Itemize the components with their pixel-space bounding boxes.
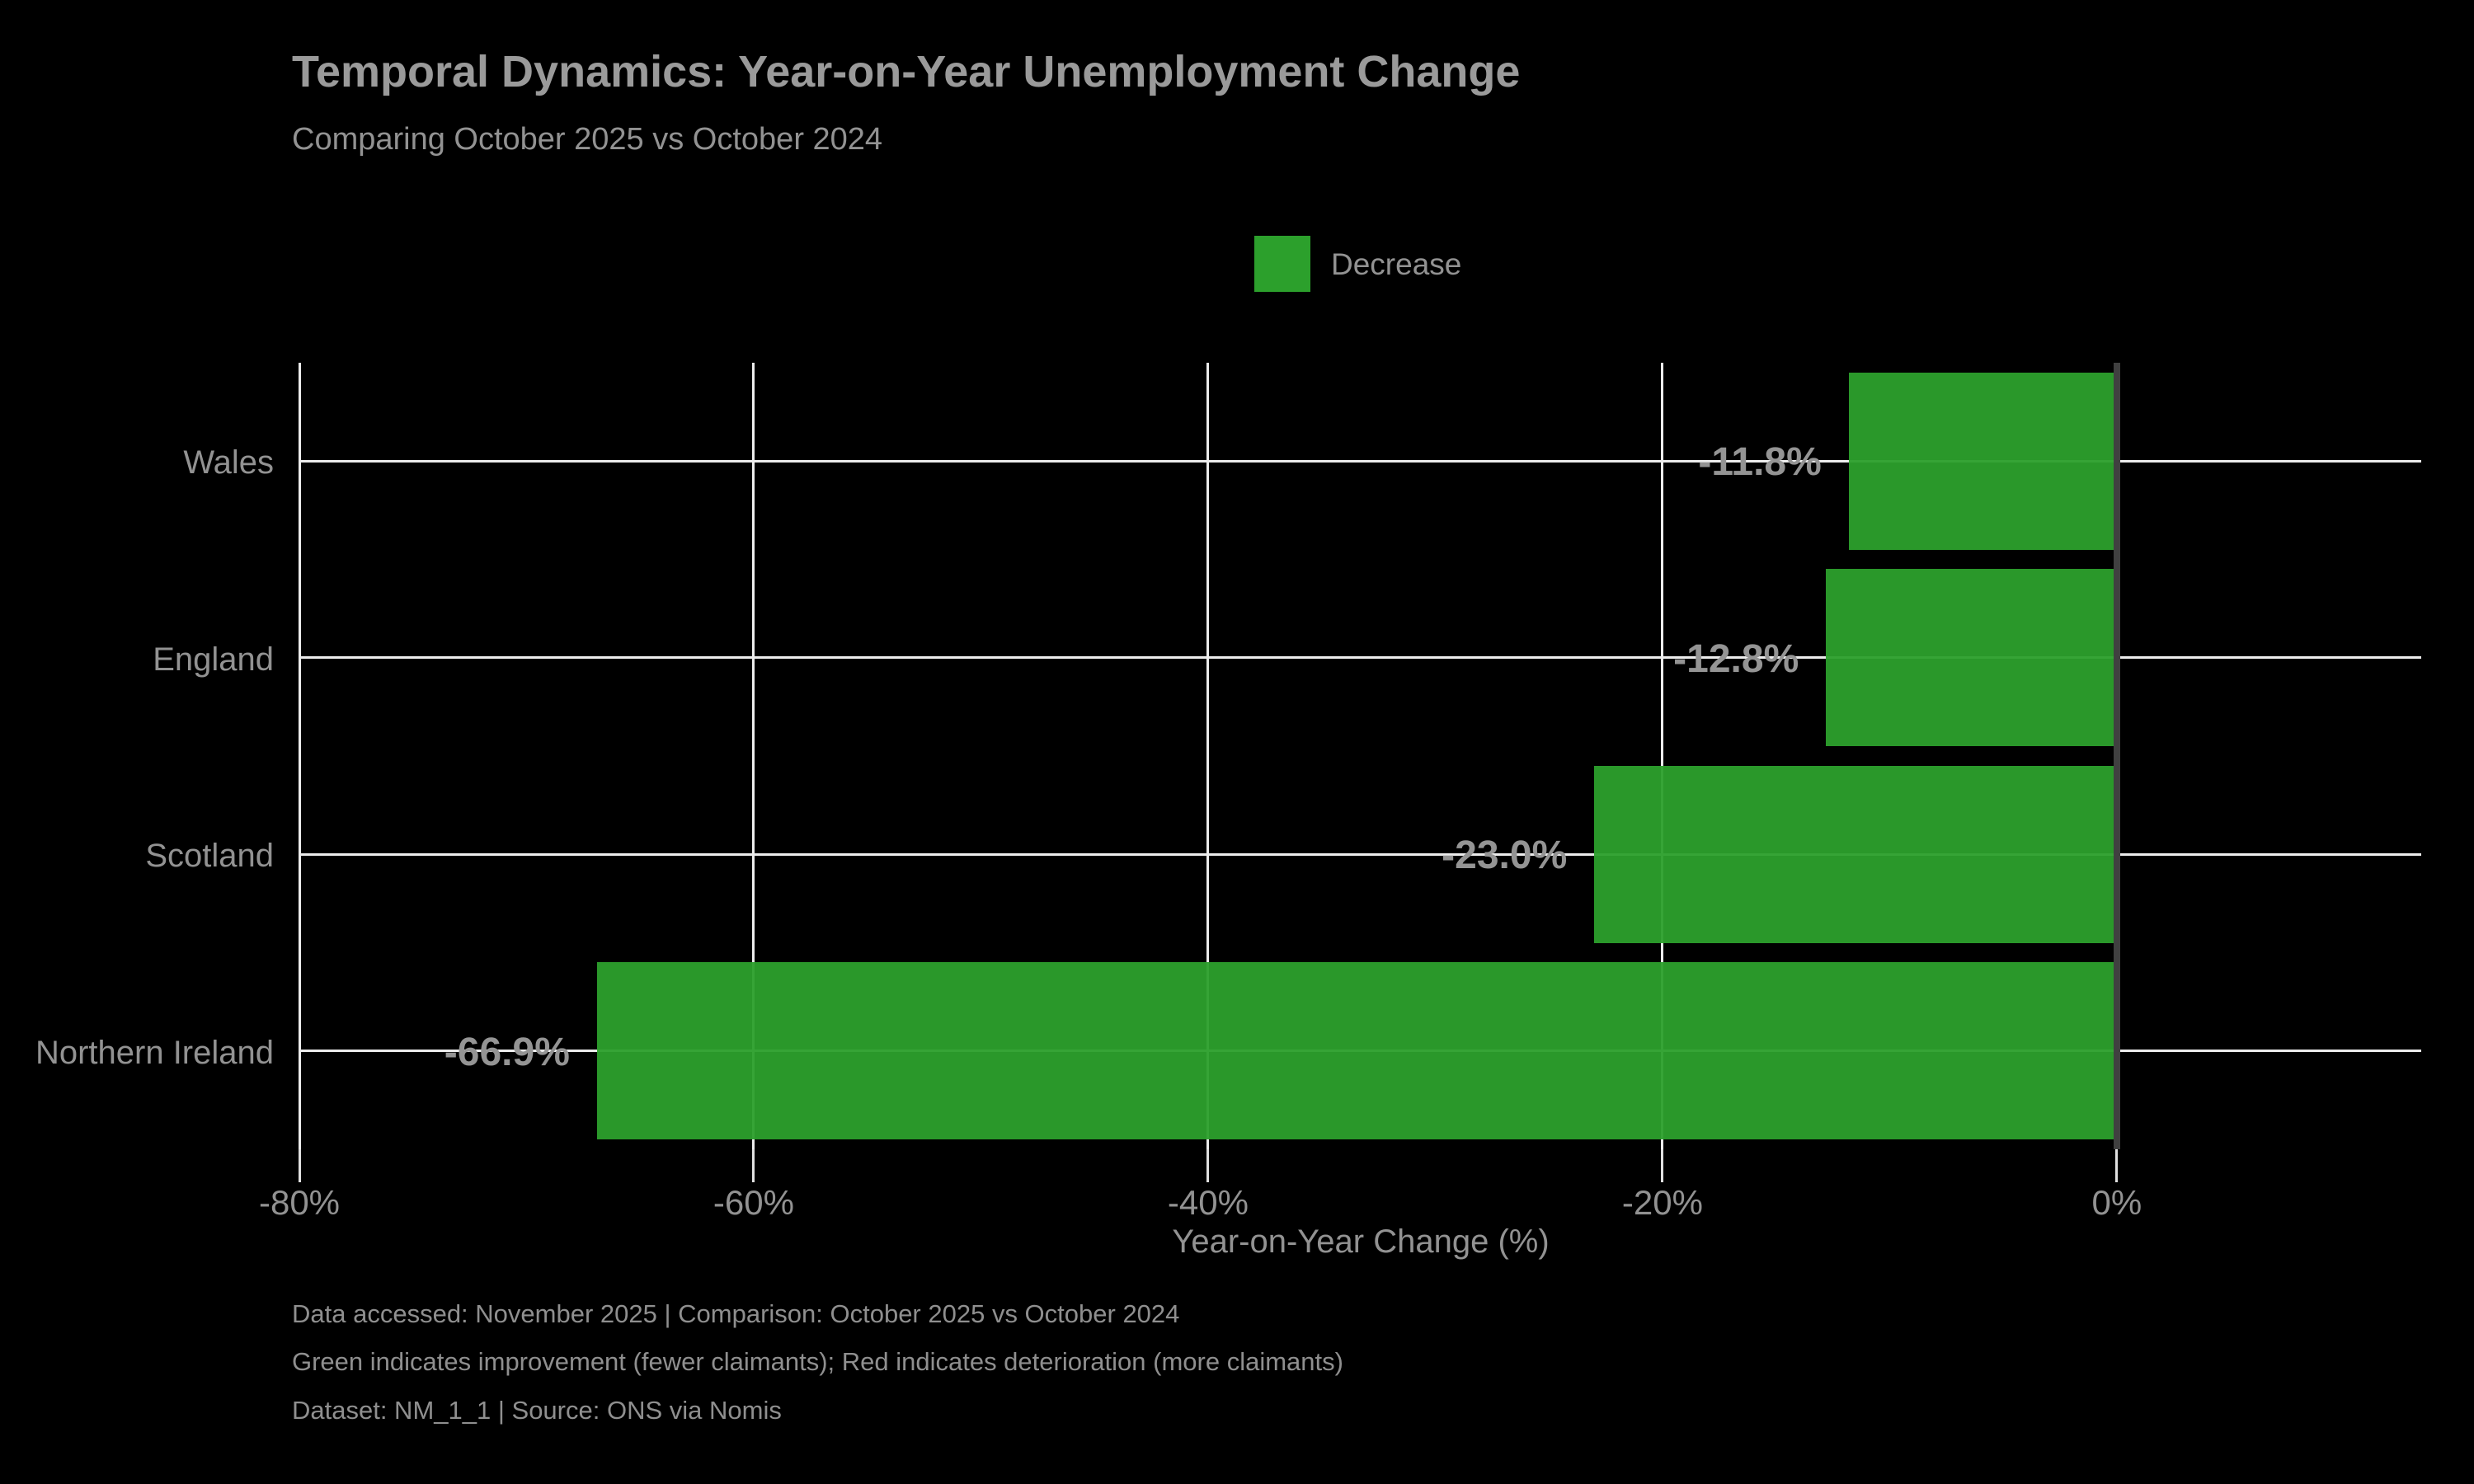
v-gridline bbox=[1661, 363, 1664, 1149]
v-gridline bbox=[298, 363, 301, 1149]
category-label: England bbox=[153, 641, 274, 678]
x-tick-mark bbox=[752, 1149, 755, 1182]
x-tick-mark bbox=[1661, 1149, 1664, 1182]
bar bbox=[596, 962, 2114, 1140]
h-gridline bbox=[299, 852, 2421, 856]
category-label: Scotland bbox=[145, 838, 274, 875]
category-label: Wales bbox=[183, 444, 274, 481]
bar bbox=[1594, 765, 2114, 943]
chart-subtitle: Comparing October 2025 vs October 2024 bbox=[292, 122, 883, 157]
x-tick-mark bbox=[1206, 1149, 1210, 1182]
h-gridline bbox=[299, 459, 2421, 463]
x-tick-label: -20% bbox=[1621, 1183, 1703, 1222]
x-axis-label: Year-on-Year Change (%) bbox=[1172, 1223, 1550, 1260]
x-tick-mark bbox=[298, 1149, 301, 1182]
x-tick-label: 0% bbox=[2091, 1183, 2142, 1222]
bar-value-label: -66.9% bbox=[444, 1030, 570, 1074]
x-tick-mark bbox=[2115, 1149, 2119, 1182]
bar-value-label: -23.0% bbox=[1442, 834, 1568, 878]
footer-line-1: Data accessed: November 2025 | Compariso… bbox=[292, 1299, 1180, 1328]
bar-value-label: -11.8% bbox=[1698, 440, 1822, 485]
bar bbox=[1826, 569, 2114, 747]
category-label: Northern Ireland bbox=[35, 1034, 274, 1071]
footer-line-2: Green indicates improvement (fewer claim… bbox=[292, 1347, 1343, 1376]
x-tick-label: -40% bbox=[1167, 1183, 1249, 1222]
v-gridline bbox=[1206, 363, 1210, 1149]
legend-swatch-decrease bbox=[1254, 236, 1310, 292]
chart-title: Temporal Dynamics: Year-on-Year Unemploy… bbox=[292, 47, 1521, 96]
v-gridline bbox=[752, 363, 755, 1149]
footer-line-3: Dataset: NM_1_1 | Source: ONS via Nomis bbox=[292, 1396, 782, 1425]
zero-axis-line bbox=[2113, 363, 2120, 1149]
bar bbox=[1848, 372, 2114, 550]
bar-value-label: -12.8% bbox=[1673, 636, 1799, 681]
x-tick-label: -80% bbox=[258, 1183, 341, 1222]
legend-label-decrease: Decrease bbox=[1331, 247, 1462, 281]
x-tick-label: -60% bbox=[713, 1183, 794, 1222]
h-gridline bbox=[299, 656, 2421, 660]
